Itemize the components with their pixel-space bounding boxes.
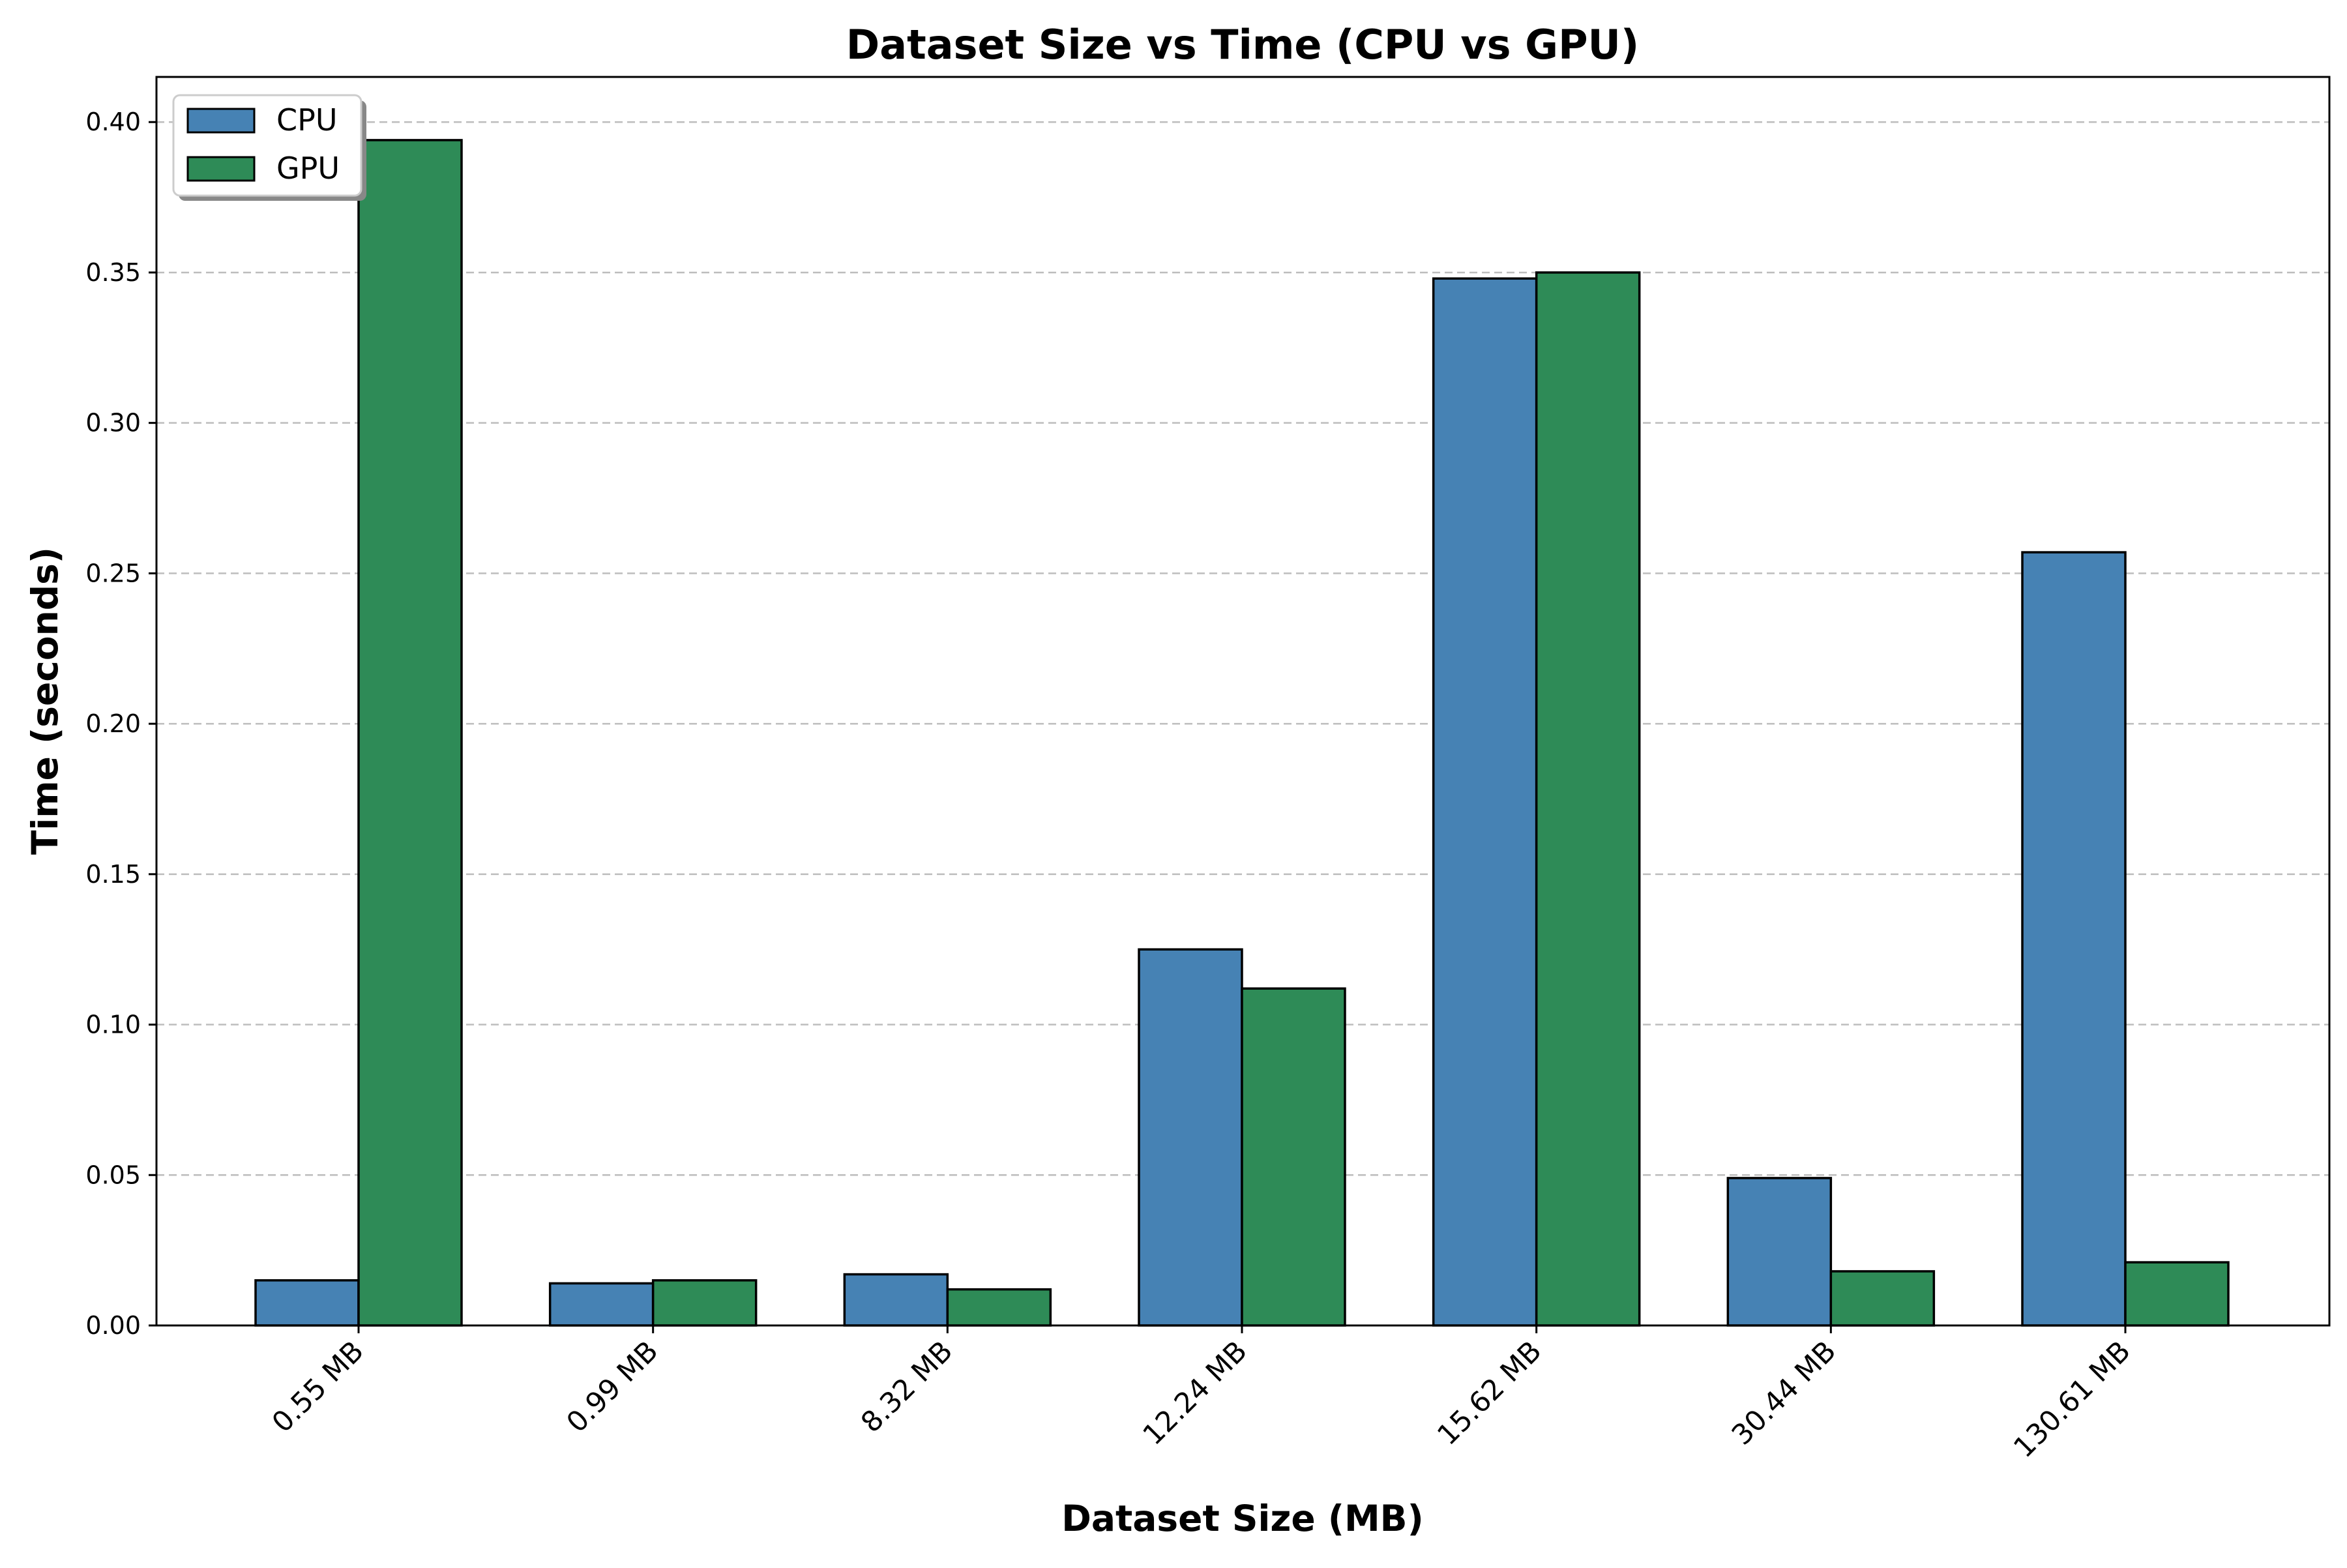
legend-swatch-cpu bbox=[186, 108, 256, 134]
y-tick-label: 0.30 bbox=[85, 409, 141, 437]
x-axis-label: Dataset Size (MB) bbox=[1061, 1498, 1424, 1539]
x-tick-label: 130.61 MB bbox=[2007, 1335, 2137, 1464]
bar-gpu-4 bbox=[1535, 271, 1641, 1327]
bar-gpu-5 bbox=[1829, 1270, 1936, 1327]
legend-label-cpu: CPU bbox=[276, 102, 338, 138]
x-tick-label: 30.44 MB bbox=[1726, 1335, 1842, 1451]
y-tick-label: 0.00 bbox=[85, 1311, 141, 1340]
legend: CPU GPU bbox=[172, 94, 366, 201]
bar-cpu-1 bbox=[548, 1282, 655, 1327]
x-tick-label: 12.24 MB bbox=[1137, 1335, 1254, 1451]
chart-title: Dataset Size vs Time (CPU vs GPU) bbox=[846, 21, 1639, 68]
x-tick-label: 8.32 MB bbox=[855, 1335, 959, 1439]
bar-gpu-3 bbox=[1241, 987, 1346, 1327]
y-tick-label: 0.10 bbox=[85, 1011, 141, 1039]
y-tick-label: 0.40 bbox=[85, 108, 141, 136]
legend-label-gpu: GPU bbox=[276, 151, 340, 186]
x-axis: 0.55 MB 0.99 MB 8.32 MB 12.24 MB 15.62 MB 30.… bbox=[266, 1325, 2137, 1464]
bar-gpu-0 bbox=[357, 139, 463, 1327]
bar-cpu-4 bbox=[1432, 277, 1538, 1327]
bar-cpu-0 bbox=[254, 1279, 360, 1327]
gridlines bbox=[156, 121, 2329, 1176]
y-tick-label: 0.15 bbox=[85, 860, 141, 889]
y-axis: 0.00 0.05 0.10 0.15 0.20 0.25 0.30 0.35 0.40 bbox=[85, 108, 156, 1340]
bars bbox=[254, 139, 2230, 1327]
bar-cpu-2 bbox=[843, 1273, 949, 1327]
y-axis-label: Time (seconds) bbox=[24, 547, 66, 855]
bar-gpu-6 bbox=[2124, 1261, 2230, 1327]
y-tick-label: 0.25 bbox=[85, 559, 141, 587]
y-tick-label: 0.35 bbox=[85, 258, 141, 287]
bar-gpu-2 bbox=[946, 1288, 1052, 1327]
bar-cpu-3 bbox=[1138, 948, 1243, 1327]
x-tick-label: 0.55 MB bbox=[266, 1335, 370, 1439]
y-tick-label: 0.05 bbox=[85, 1161, 141, 1189]
bar-gpu-1 bbox=[651, 1279, 758, 1327]
bar-cpu-5 bbox=[1726, 1177, 1833, 1327]
bar-cpu-6 bbox=[2021, 551, 2127, 1327]
x-tick-label: 15.62 MB bbox=[1431, 1335, 1548, 1451]
x-tick-label: 0.99 MB bbox=[561, 1335, 665, 1439]
legend-swatch-gpu bbox=[186, 156, 256, 182]
y-tick-label: 0.20 bbox=[85, 709, 141, 738]
